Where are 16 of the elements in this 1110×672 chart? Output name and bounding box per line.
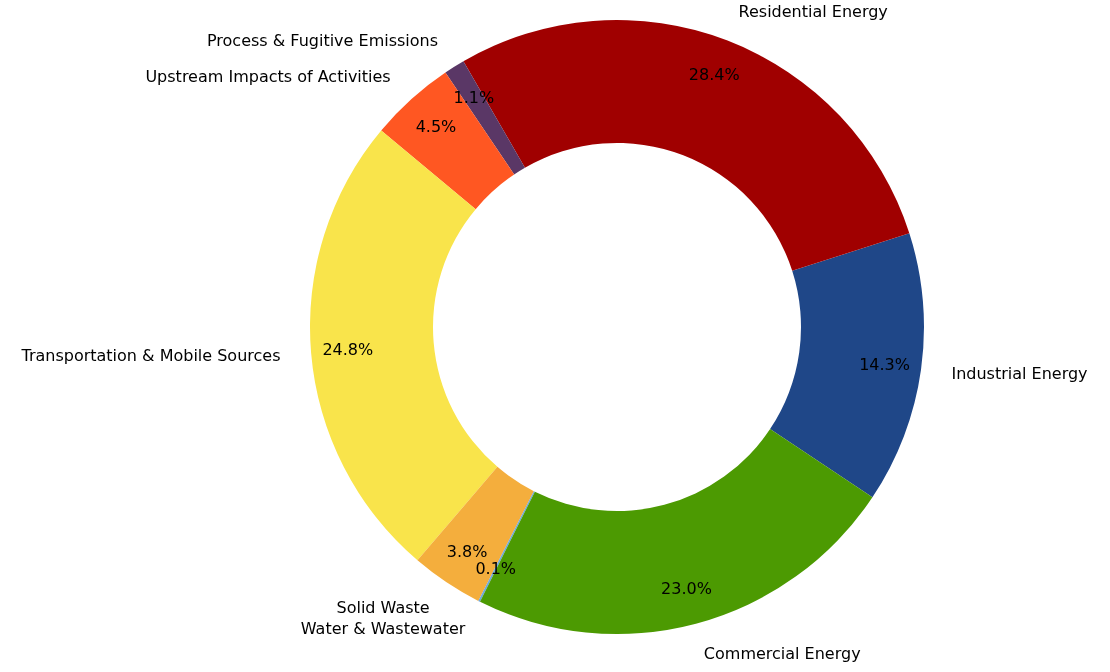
- slice-label: Residential Energy: [738, 2, 888, 22]
- data-label: 24.8%: [322, 340, 374, 360]
- slice-label: Process & Fugitive Emissions: [206, 31, 439, 51]
- data-label: 14.3%: [859, 354, 910, 374]
- slice-label: Upstream Impacts of Activities: [145, 66, 391, 86]
- donut-slice: [770, 233, 924, 498]
- slice-label: Solid Waste: [336, 598, 430, 618]
- data-label: 23.0%: [661, 578, 712, 598]
- slice-label: Industrial Energy: [951, 364, 1088, 384]
- data-label: 4.5%: [415, 116, 457, 136]
- donut-slice: [417, 466, 534, 601]
- slice-label: Transportation & Mobile Sources: [20, 345, 281, 365]
- slice-label: Commercial Energy: [703, 643, 861, 663]
- slice-label: Water & Wastewater: [300, 619, 466, 639]
- data-label: 28.4%: [688, 65, 740, 85]
- donut-slice: [310, 130, 498, 561]
